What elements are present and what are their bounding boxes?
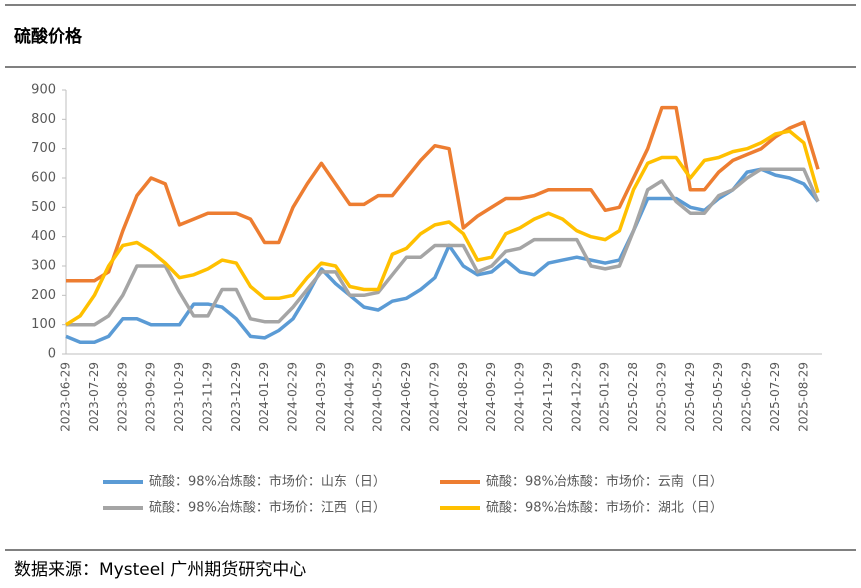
x-tick-label: 2023-08-29 [115, 362, 129, 432]
x-tick-label: 2025-06-29 [740, 362, 754, 432]
legend-label: 硫酸：98%冶炼酸：市场价：山东（日） [149, 474, 386, 490]
y-tick-label: 400 [31, 229, 56, 244]
y-tick-label: 500 [31, 200, 56, 215]
y-tick-label: 100 [31, 317, 56, 332]
y-tick-label: 600 [31, 171, 56, 186]
x-tick-label: 2024-10-29 [513, 362, 527, 432]
x-tick-label: 2025-04-29 [683, 362, 697, 432]
x-tick-label: 2024-07-29 [427, 362, 441, 432]
x-tick-label: 2025-07-29 [768, 362, 782, 432]
x-tick-label: 2024-06-29 [399, 362, 413, 432]
x-tick-label: 2024-11-29 [541, 362, 555, 432]
y-tick-label: 900 [31, 83, 56, 98]
source: 数据来源：Mysteel 广州期货研究中心 [14, 560, 306, 580]
x-tick-label: 2024-08-29 [456, 362, 470, 432]
series-line [66, 105, 820, 283]
x-tick-label: 2023-11-29 [200, 362, 214, 432]
x-tick-label: 2024-04-29 [342, 362, 356, 432]
x-tick-label: 2023-09-29 [144, 362, 158, 432]
x-tick-label: 2024-12-29 [569, 362, 583, 432]
chart-title: 硫酸价格 [14, 26, 83, 47]
x-tick-label: 2024-02-29 [286, 362, 300, 432]
x-tick-label: 2023-07-29 [87, 362, 101, 432]
x-tick-label: 2024-09-29 [484, 362, 498, 432]
series-line [65, 129, 820, 327]
x-tick-label: 2025-01-29 [598, 362, 612, 432]
x-tick-label: 2025-02-28 [626, 362, 640, 432]
y-tick-label: 0 [48, 347, 56, 362]
y-tick-label: 300 [31, 259, 56, 274]
x-tick-label: 2025-03-29 [654, 362, 668, 432]
x-tick-label: 2023-10-29 [172, 362, 186, 432]
legend-label: 硫酸：98%冶炼酸：市场价：云南（日） [486, 474, 723, 490]
y-tick-label: 700 [31, 141, 56, 156]
x-tick-label: 2025-08-29 [796, 362, 810, 432]
x-tick-label: 2024-05-29 [371, 362, 385, 432]
x-tick-label: 2023-12-29 [229, 362, 243, 432]
y-tick-label: 200 [31, 288, 56, 303]
legend-label: 硫酸：98%冶炼酸：市场价：江西（日） [149, 500, 386, 516]
x-tick-label: 2023-06-29 [59, 362, 73, 432]
series-line [65, 167, 820, 345]
legend-label: 硫酸：98%冶炼酸：市场价：湖北（日） [486, 500, 723, 516]
x-tick-label: 2025-05-29 [711, 362, 725, 432]
x-tick-label: 2024-01-29 [257, 362, 271, 432]
x-tick-label: 2024-03-29 [314, 362, 328, 432]
series-line [66, 167, 820, 327]
y-tick-label: 800 [31, 112, 56, 127]
